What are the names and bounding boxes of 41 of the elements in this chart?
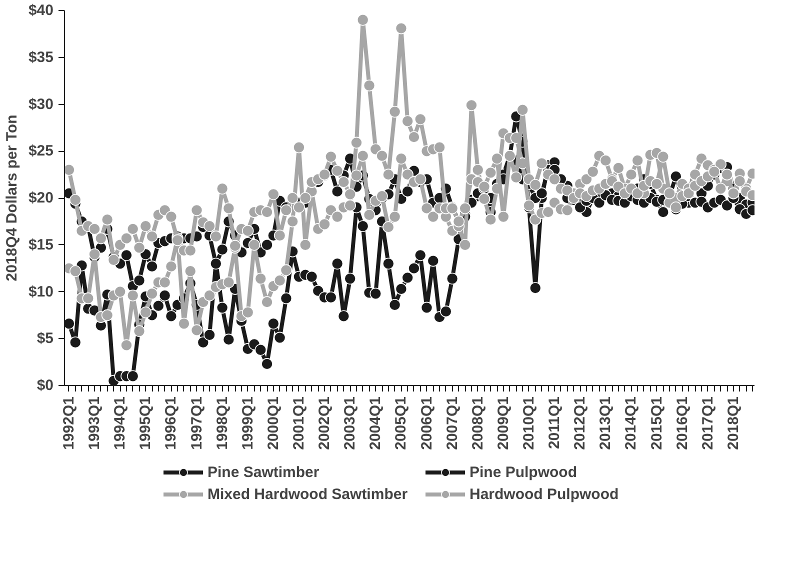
x-tick-label: 1996Q1 (162, 396, 180, 450)
x-tick-label: 1995Q1 (137, 396, 154, 450)
x-tick-label: 2011Q1 (546, 396, 564, 450)
y-tick-label: $25 (28, 142, 54, 160)
y-tick-label: $5 (36, 330, 54, 348)
legend-label: Mixed Hardwood Sawtimber (208, 486, 409, 502)
x-tick-label: 1999Q1 (239, 396, 256, 450)
x-tick-label: 2006Q1 (418, 396, 436, 450)
y-tick-label: $35 (28, 48, 54, 66)
x-tick-label: 1993Q1 (86, 396, 104, 450)
x-tick-label: 2018Q1 (724, 396, 742, 450)
x-tick-label: 2013Q1 (597, 396, 614, 450)
y-axis-title: 2018Q4 Dollars per Ton (3, 114, 20, 282)
x-tick-label: 2004Q1 (367, 396, 384, 450)
y-tick-label: $20 (28, 190, 54, 206)
legend-label: Pine Sawtimber (208, 464, 320, 480)
x-tick-label: 2009Q1 (494, 396, 512, 450)
x-tick-label: 2001Q1 (290, 396, 308, 450)
x-tick-label: 2015Q1 (648, 396, 666, 450)
x-tick-label: 2003Q1 (342, 396, 359, 450)
legend-label: Pine Pulpwood (470, 464, 578, 480)
x-tick-label: 1992Q1 (60, 396, 78, 450)
x-tick-label: 2014Q1 (622, 396, 640, 450)
x-tick-label: 2008Q1 (469, 396, 486, 450)
y-tick-label: $30 (28, 96, 54, 113)
x-tick-label: 1994Q1 (112, 396, 129, 450)
x-tick-label: 2002Q1 (316, 396, 334, 450)
y-tick-label: $15 (28, 236, 54, 254)
legend-label: Hardwood Pulpwood (470, 486, 620, 502)
y-tick-label: $10 (28, 283, 54, 300)
x-tick-label: 2007Q1 (444, 396, 461, 450)
x-tick-label: 2000Q1 (264, 396, 282, 450)
x-tick-label: 2016Q1 (674, 396, 691, 450)
x-tick-label: 1998Q1 (214, 396, 231, 450)
x-tick-label: 2010Q1 (520, 396, 538, 450)
x-tick-label: 2005Q1 (392, 396, 410, 450)
x-tick-label: 1997Q1 (188, 396, 206, 450)
x-tick-label: 2012Q1 (572, 396, 589, 450)
y-tick-label: $40 (28, 2, 54, 19)
y-tick-label: $0 (36, 377, 54, 394)
x-tick-label: 2017Q1 (699, 396, 716, 450)
